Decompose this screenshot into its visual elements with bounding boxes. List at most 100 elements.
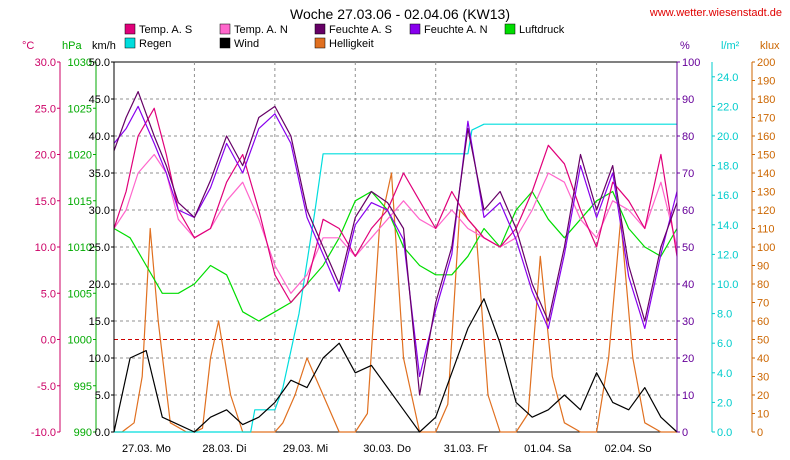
tick-label-right: 30	[682, 316, 694, 328]
axis-unit-label: %	[680, 40, 690, 52]
tick-label-right: 140	[757, 168, 775, 180]
legend-swatch	[409, 23, 421, 35]
tick-label-right: 10	[757, 409, 769, 421]
legend-label: Helligkeit	[329, 38, 374, 50]
x-tick-label: 29.03. Mi	[283, 443, 328, 455]
tick-label-right: 30	[757, 372, 769, 384]
tick-label-right: 190	[757, 76, 775, 88]
series-line-feuchte-a-s	[113, 90, 678, 396]
axis-unit-label: km/h	[92, 40, 116, 52]
tick-label-left: 30.0	[35, 57, 56, 69]
tick-label-right: 90	[682, 94, 694, 106]
tick-label-left: 40.0	[89, 131, 110, 143]
tick-label-right: 170	[757, 113, 775, 125]
tick-label-right: 120	[757, 205, 775, 217]
tick-label-left: 1005	[68, 288, 92, 300]
tick-label-left: 5.0	[41, 288, 56, 300]
tick-label-left: 1010	[68, 242, 92, 254]
series-line-wind	[113, 298, 678, 433]
x-tick-label: 27.03. Mo	[122, 443, 171, 455]
tick-label-right: 180	[757, 94, 775, 106]
source-label: www.wetter.wiesenstadt.de	[649, 7, 782, 19]
legend-swatch	[314, 23, 326, 35]
tick-label-left: 1025	[68, 103, 92, 115]
tick-label-right: 40	[682, 279, 694, 291]
legend-swatch	[124, 23, 136, 35]
tick-label-right: 160	[757, 131, 775, 143]
tick-label-right: 100	[682, 57, 700, 69]
tick-label-left: 50.0	[89, 57, 110, 69]
tick-label-right: 80	[682, 131, 694, 143]
tick-label-right: 20	[682, 353, 694, 365]
tick-label-right: 8.0	[717, 309, 732, 321]
tick-label-right: 10.0	[717, 279, 738, 291]
tick-label-right: 200	[757, 57, 775, 69]
tick-label-left: 1015	[68, 196, 92, 208]
tick-label-left: 45.0	[89, 94, 110, 106]
tick-label-left: 995	[74, 381, 92, 393]
tick-label-left: 20.0	[35, 150, 56, 162]
tick-label-right: 150	[757, 150, 775, 162]
tick-label-right: 70	[757, 298, 769, 310]
tick-label-right: 0	[757, 427, 763, 439]
tick-label-right: 130	[757, 187, 775, 199]
legend-swatch	[219, 23, 231, 35]
axis-units: °C hPa km/h% l/m² klux	[22, 40, 780, 52]
tick-label-right: 16.0	[717, 190, 738, 202]
axis-unit-label: °C	[22, 40, 34, 52]
tick-label-right: 40	[757, 353, 769, 365]
tick-label-right: 0	[682, 427, 688, 439]
legend-swatch	[219, 37, 231, 49]
x-tick-label: 02.04. So	[605, 443, 652, 455]
tick-label-left: 5.0	[95, 390, 110, 402]
x-tick-label: 31.03. Fr	[444, 443, 488, 455]
x-tick-label: 01.04. Sa	[524, 443, 572, 455]
x-tick-label: 28.03. Di	[202, 443, 246, 455]
tick-label-right: 24.0	[717, 72, 738, 84]
tick-label-right: 10	[682, 390, 694, 402]
tick-label-right: 100	[757, 242, 775, 254]
x-tick-label: 30.03. Do	[363, 443, 411, 455]
tick-label-left: 1020	[68, 150, 92, 162]
axis-unit-label: hPa	[62, 40, 82, 52]
tick-label-left: -10.0	[31, 427, 56, 439]
tick-label-right: 110	[757, 224, 775, 236]
tick-label-right: 6.0	[717, 338, 732, 350]
tick-label-left: 0.0	[95, 427, 110, 439]
tick-label-left: 15.0	[35, 196, 56, 208]
plot-area	[113, 61, 678, 433]
tick-label-left: 15.0	[89, 316, 110, 328]
tick-label-right: 4.0	[717, 368, 732, 380]
axis-unit-label: klux	[760, 40, 780, 52]
tick-label-right: 2.0	[717, 397, 732, 409]
tick-label-right: 22.0	[717, 101, 738, 113]
tick-label-left: 30.0	[89, 205, 110, 217]
tick-label-left: 10.0	[89, 353, 110, 365]
tick-label-right: 90	[757, 261, 769, 273]
legend-label: Luftdruck	[519, 24, 565, 36]
legend-label: Feuchte A. S	[329, 24, 392, 36]
legend-label: Wind	[234, 38, 259, 50]
tick-label-right: 50	[757, 335, 769, 347]
tick-label-left: -5.0	[37, 381, 56, 393]
tick-label-right: 70	[682, 168, 694, 180]
legend-swatch	[314, 37, 326, 49]
legend-label: Temp. A. N	[234, 24, 288, 36]
tick-label-left: 10.0	[35, 242, 56, 254]
legend: Temp. A. S Temp. A. N Feuchte A. S Feuchte …	[124, 23, 565, 50]
tick-label-left: 20.0	[89, 279, 110, 291]
legend-swatch	[124, 37, 136, 49]
legend-label: Regen	[139, 38, 171, 50]
legend-swatch	[504, 23, 516, 35]
tick-label-right: 20.0	[717, 131, 738, 143]
chart-title: Woche 27.03.06 - 02.04.06 (KW13)	[290, 6, 510, 22]
tick-label-left: 1030	[68, 57, 92, 69]
tick-label-right: 12.0	[717, 249, 738, 261]
tick-label-right: 18.0	[717, 161, 738, 173]
tick-label-left: 0.0	[41, 335, 56, 347]
axis-unit-label: l/m²	[721, 40, 740, 52]
tick-label-right: 20	[757, 390, 769, 402]
legend-label: Temp. A. S	[139, 24, 192, 36]
